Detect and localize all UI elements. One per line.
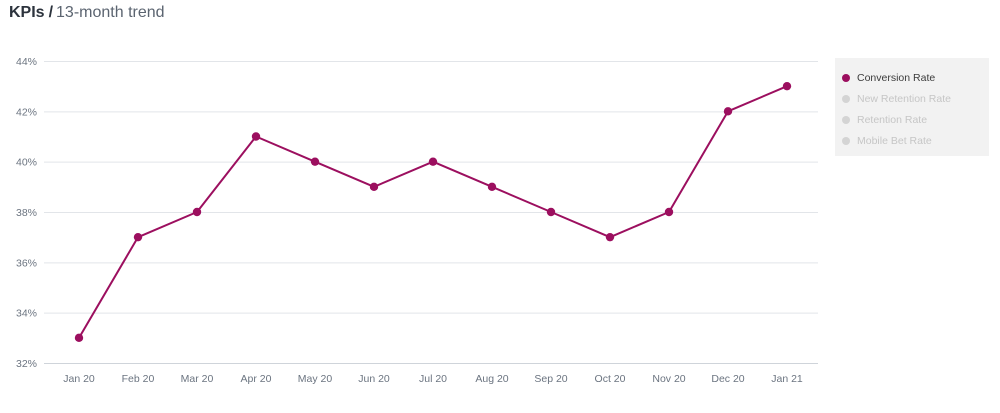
legend-label: Retention Rate bbox=[857, 113, 928, 126]
data-point[interactable] bbox=[664, 207, 674, 217]
y-tick-label: 40% bbox=[16, 157, 37, 169]
x-axis-ticks: Jan 20 Feb 20 Mar 20 Apr 20 May 20 Jun 20 Jul … bbox=[63, 373, 803, 385]
data-point[interactable] bbox=[723, 107, 733, 116]
legend-marker-icon bbox=[842, 136, 850, 145]
data-point[interactable] bbox=[369, 182, 379, 192]
breadcrumb-title[interactable]: KPIs bbox=[9, 4, 45, 21]
legend-item[interactable]: New Retention Rate bbox=[835, 88, 989, 109]
grid-layer bbox=[44, 61, 818, 364]
data-point[interactable] bbox=[74, 333, 84, 343]
y-tick-label: 42% bbox=[16, 106, 37, 118]
series-layer bbox=[74, 81, 792, 343]
y-tick-label: 38% bbox=[16, 207, 37, 219]
x-tick-label: Feb 20 bbox=[122, 373, 155, 385]
x-tick-label: Apr 20 bbox=[241, 373, 272, 385]
y-axis-ticks: 32% 34% 36% 38% 40% 42% 44% bbox=[16, 56, 37, 370]
legend-item[interactable]: Retention Rate bbox=[835, 109, 989, 130]
y-tick-label: 32% bbox=[16, 358, 37, 370]
x-tick-label: Jul 20 bbox=[419, 373, 447, 385]
data-point[interactable] bbox=[310, 157, 320, 166]
data-point[interactable] bbox=[487, 182, 497, 192]
data-point[interactable] bbox=[251, 132, 261, 141]
x-tick-label: Mar 20 bbox=[181, 373, 214, 385]
y-tick-label: 36% bbox=[16, 257, 37, 269]
legend-marker-icon bbox=[842, 94, 850, 103]
y-tick-label: 34% bbox=[16, 308, 37, 320]
legend-marker-icon bbox=[842, 73, 850, 82]
x-tick-label: Jun 20 bbox=[358, 373, 390, 385]
y-tick-label: 44% bbox=[16, 56, 37, 68]
x-tick-label: Dec 20 bbox=[711, 373, 744, 385]
data-point[interactable] bbox=[782, 81, 792, 91]
x-tick-label: May 20 bbox=[298, 373, 333, 385]
page-header: KPIs/13-month trend bbox=[9, 4, 165, 22]
data-point[interactable] bbox=[428, 157, 438, 166]
legend-label: New Retention Rate bbox=[857, 92, 951, 105]
x-tick-label: Oct 20 bbox=[595, 373, 626, 385]
x-tick-label: Sep 20 bbox=[534, 373, 567, 385]
legend-label: Mobile Bet Rate bbox=[857, 134, 932, 147]
legend-item[interactable]: Mobile Bet Rate bbox=[835, 130, 989, 151]
breadcrumb-subtitle: 13-month trend bbox=[56, 4, 165, 21]
chart-legend: Conversion Rate New Retention Rate Retenti… bbox=[835, 58, 989, 156]
data-point[interactable] bbox=[133, 232, 143, 242]
x-tick-label: Jan 21 bbox=[771, 373, 803, 385]
legend-label: Conversion Rate bbox=[857, 71, 936, 84]
data-point[interactable] bbox=[605, 232, 615, 242]
x-tick-label: Aug 20 bbox=[475, 373, 508, 385]
data-point[interactable] bbox=[192, 207, 202, 217]
legend-marker-icon bbox=[842, 115, 850, 124]
data-point[interactable] bbox=[546, 207, 556, 217]
legend-item[interactable]: Conversion Rate bbox=[835, 67, 989, 88]
x-tick-label: Jan 20 bbox=[63, 373, 95, 385]
breadcrumb-separator: / bbox=[48, 4, 54, 21]
x-tick-label: Nov 20 bbox=[652, 373, 685, 385]
